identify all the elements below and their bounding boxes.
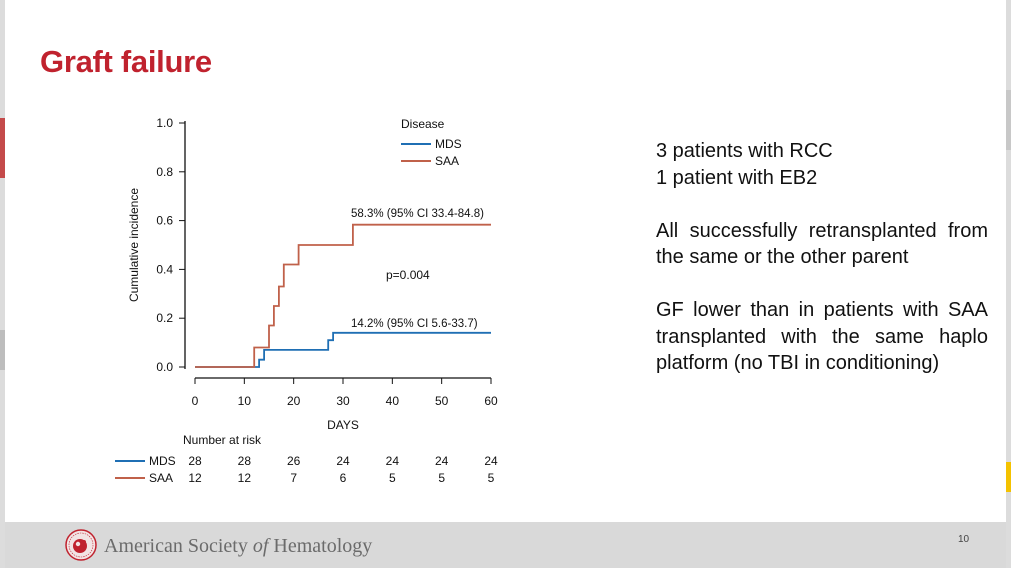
page-number: 10	[958, 534, 970, 545]
bullet-line-rcc: 3 patients with RCC	[656, 140, 833, 162]
risk-cell: 28	[188, 454, 202, 468]
x-axis-label: DAYS	[327, 418, 359, 432]
risk-cell: 28	[238, 454, 252, 468]
risk-cell: 24	[386, 454, 400, 468]
risk-table: MDS 28 28 26 24 24 24 24 SAA 12 12 7 6 5 5 5	[115, 454, 498, 485]
y-tick-label: 1.0	[156, 116, 173, 130]
bullet-gf-lower: GF lower than in patients with SAA trans…	[656, 299, 988, 374]
x-tick-label: 20	[287, 394, 301, 408]
slide	[5, 0, 1006, 522]
x-tick-label: 0	[192, 394, 199, 408]
org-name-part1: American Society	[104, 535, 253, 557]
risk-cell: 24	[484, 454, 498, 468]
bullet-retransplanted: All successfully retransplanted from the…	[656, 219, 988, 269]
edge-accent-gray-right	[1006, 90, 1011, 150]
ash-logo-icon	[65, 529, 97, 561]
risk-cell: 24	[336, 454, 350, 468]
cumulative-incidence-chart: 0.0 0.2 0.4 0.6 0.8 1.0 0 10 20 30 40 50 60 Cumulati…	[115, 116, 498, 485]
y-tick-label: 0.8	[156, 165, 173, 179]
x-tick-label: 30	[336, 394, 350, 408]
edge-accent-gray	[0, 330, 5, 370]
legend-label-saa: SAA	[435, 154, 459, 168]
series-line-mds	[195, 331, 491, 368]
y-tick-label: 0.2	[156, 311, 173, 325]
p-value: p=0.004	[386, 268, 430, 282]
footer-bar	[5, 522, 1006, 568]
bullet-text: 3 patients with RCC 1 patient with EB2 A…	[656, 138, 988, 377]
risk-table-title: Number at risk	[183, 433, 262, 447]
risk-cell: 6	[340, 471, 347, 485]
x-tick-label: 10	[238, 394, 252, 408]
risk-cell: 12	[238, 471, 252, 485]
edge-accent-yellow	[1006, 462, 1011, 492]
risk-cell: 7	[290, 471, 297, 485]
org-name-part2: Hematology	[268, 535, 373, 557]
org-name: American Society of Hematology	[104, 535, 372, 558]
risk-cell: 24	[435, 454, 449, 468]
x-tick-label: 50	[435, 394, 449, 408]
legend-label-mds: MDS	[435, 137, 462, 151]
risk-row-label: SAA	[149, 471, 173, 485]
y-tick-label: 0.6	[156, 214, 173, 228]
risk-row-label: MDS	[149, 454, 176, 468]
y-tick-label: 0.0	[156, 360, 173, 374]
risk-cell: 26	[287, 454, 301, 468]
series-line-saa	[195, 223, 491, 368]
chart-ticks: 0.0 0.2 0.4 0.6 0.8 1.0 0 10 20 30 40 50 60	[156, 116, 498, 408]
y-axis-label: Cumulative incidence	[127, 188, 141, 302]
risk-cell: 5	[438, 471, 445, 485]
slide-title: Graft failure	[40, 44, 212, 79]
org-name-of: of	[252, 535, 269, 557]
chart-series-lines	[195, 223, 491, 368]
x-tick-label: 60	[484, 394, 498, 408]
edge-accent-red	[0, 118, 5, 178]
risk-cell: 5	[488, 471, 495, 485]
bullet-line-eb2: 1 patient with EB2	[656, 166, 818, 189]
mds-annotation: 14.2% (95% CI 5.6-33.7)	[351, 318, 478, 330]
risk-cell: 12	[188, 471, 202, 485]
risk-cell: 5	[389, 471, 396, 485]
saa-annotation: 58.3% (95% CI 33.4-84.8)	[351, 208, 484, 220]
legend-title: Disease	[401, 117, 445, 131]
y-tick-label: 0.4	[156, 262, 173, 276]
x-tick-label: 40	[386, 394, 400, 408]
